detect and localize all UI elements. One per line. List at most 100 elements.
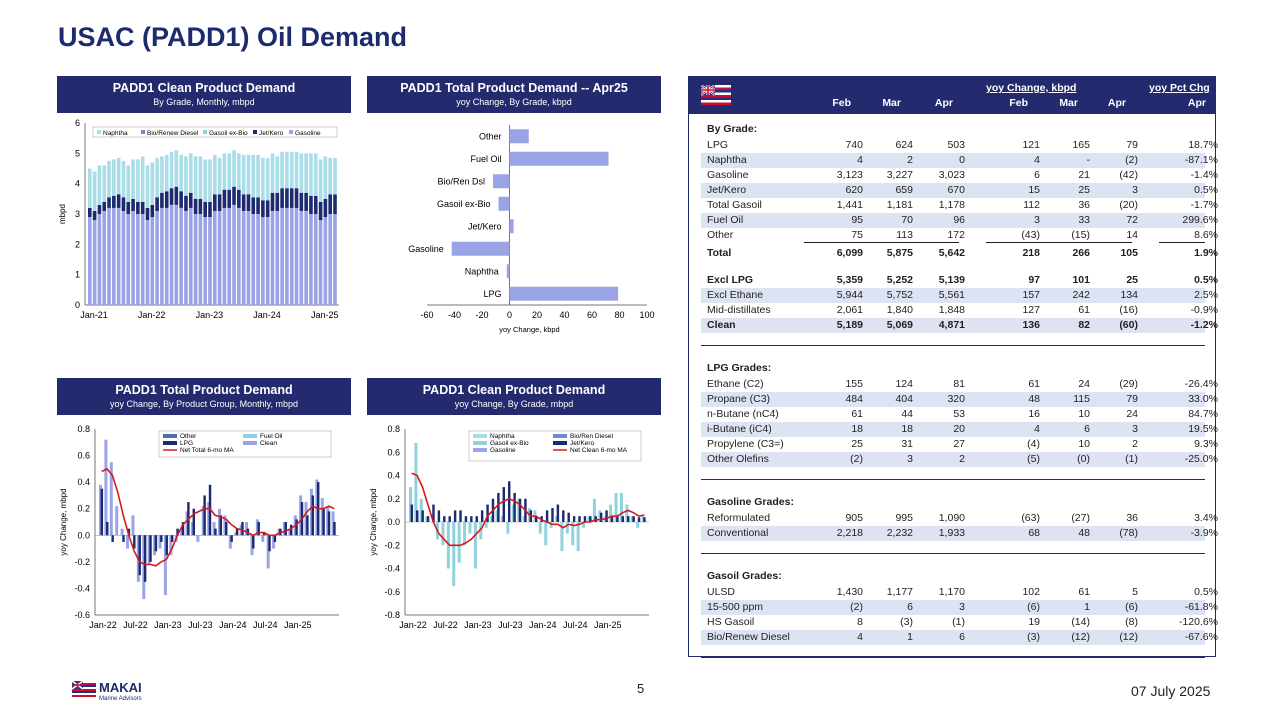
bar-segment	[333, 194, 337, 214]
chart-panel-total-demand-apr: PADD1 Total Product Demand -- Apr25 yoy …	[367, 76, 661, 334]
chart-header: PADD1 Clean Product Demand By Grade, Mon…	[57, 76, 351, 113]
bar	[490, 516, 494, 522]
bar	[207, 502, 211, 536]
x-tick-label: 80	[614, 310, 624, 320]
legend-label: Naphtha	[490, 433, 515, 440]
bar	[245, 522, 249, 536]
cell: 75	[851, 229, 863, 241]
table-row: Other 75 113 172 (43) (15) 14 8.6%	[701, 228, 1218, 243]
bar-segment	[304, 153, 308, 193]
cell: 81	[953, 378, 965, 390]
category-label: Gasoline	[408, 244, 444, 254]
bar-segment	[92, 220, 97, 305]
bar-segment	[285, 207, 289, 305]
bar-segment	[203, 217, 207, 305]
bar	[452, 522, 456, 586]
cell: 404	[895, 393, 913, 405]
col-header: Apr	[1187, 97, 1206, 109]
cell: 36	[1078, 199, 1090, 211]
bar	[511, 504, 515, 522]
x-tick-label: Jul-22	[123, 620, 148, 630]
y-tick-label: -0.2	[384, 540, 400, 550]
table-row: Propylene (C3=) 25 31 27 (4) 10 2 9.3%	[701, 437, 1218, 452]
cell: 121	[1022, 139, 1040, 151]
bar	[304, 502, 308, 536]
chart-header: PADD1 Clean Product Demand yoy Change, B…	[367, 378, 661, 415]
bar-segment	[299, 192, 304, 211]
bar-segment	[213, 154, 217, 195]
bar-segment	[309, 195, 313, 214]
table-row: Naphtha 4 2 0 4 - (2) -87.1%	[701, 153, 1218, 168]
row-label: Other	[707, 229, 734, 241]
bar-segment	[232, 186, 236, 205]
bar-segment	[323, 198, 328, 218]
bar	[109, 462, 113, 536]
bar-segment	[208, 201, 212, 218]
bar-segment	[304, 210, 308, 305]
bar	[535, 516, 538, 522]
bar-segment	[188, 192, 193, 208]
legend-label: Jet/Kero	[570, 440, 595, 447]
cell: 5,561	[938, 289, 965, 301]
bar	[306, 515, 309, 536]
bar-segment	[88, 168, 92, 208]
legend-swatch	[243, 434, 257, 438]
bar-segment	[280, 207, 284, 305]
table-row: n-Butane (nC4) 61 44 53 16 10 24 84.7%	[701, 407, 1218, 422]
x-tick-label: 60	[587, 310, 597, 320]
bar	[619, 492, 623, 522]
y-tick-label: 0.0	[77, 530, 90, 540]
cell: (12)	[1071, 631, 1090, 643]
section-title: Gasoline Grades:	[707, 496, 794, 508]
cell: 1,933	[938, 527, 965, 539]
bar	[196, 535, 200, 542]
page-number: 5	[637, 681, 645, 696]
x-tick-label: Jul-23	[498, 620, 523, 630]
bar-segment	[328, 157, 332, 195]
bar	[257, 522, 260, 536]
cell: 127	[1022, 304, 1040, 316]
bar-segment	[270, 210, 275, 305]
bar-segment	[299, 153, 304, 193]
cell: 25	[1126, 274, 1138, 286]
cell: -87.1%	[1184, 154, 1218, 166]
bar	[522, 516, 526, 522]
bar-segment	[188, 207, 193, 305]
cell: 5,359	[836, 274, 863, 286]
bar	[277, 528, 281, 536]
bar-segment	[97, 214, 102, 305]
y-tick-label: 6	[75, 118, 80, 128]
col-header: Apr	[934, 97, 953, 109]
legend-label: Gasoline	[490, 447, 516, 454]
bar	[578, 516, 581, 522]
bar-segment	[208, 159, 212, 202]
cell: 112	[1023, 199, 1040, 211]
x-tick-label: 100	[639, 310, 654, 320]
bar-segment	[261, 157, 265, 201]
col-header: Feb	[832, 97, 851, 109]
y-axis-label: mbpd	[58, 204, 67, 224]
table-row: Conventional 2,218 2,232 1,933 68 48 (78) -3.9%	[701, 526, 1218, 541]
chart-subtitle: By Grade, Monthly, mbpd	[153, 97, 255, 107]
bar-segment	[270, 153, 275, 193]
bar	[509, 219, 514, 234]
cell: 1,170	[938, 586, 965, 598]
bar-segment	[145, 207, 150, 221]
bar	[252, 535, 255, 549]
cell: 33.0%	[1188, 393, 1218, 405]
bar-segment	[184, 210, 188, 305]
bar-segment	[164, 207, 169, 305]
legend-label: Gasoil ex-Bio	[209, 130, 248, 137]
cell: 21	[1078, 169, 1090, 181]
y-tick-label: 5	[75, 148, 80, 158]
bar-segment	[107, 160, 111, 198]
table-header: yoy Change, kbpd yoy Pct Chg Feb Mar Apr…	[689, 77, 1215, 114]
bar	[320, 498, 324, 536]
bar-segment	[227, 207, 232, 305]
cell: 2	[959, 453, 965, 465]
cell: -1.4%	[1190, 169, 1218, 181]
table-row: Fuel Oil 95 70 96 3 33 72 299.6%	[701, 213, 1218, 228]
x-tick-label: 40	[559, 310, 569, 320]
bar-segment	[251, 154, 256, 198]
bar	[572, 516, 576, 522]
